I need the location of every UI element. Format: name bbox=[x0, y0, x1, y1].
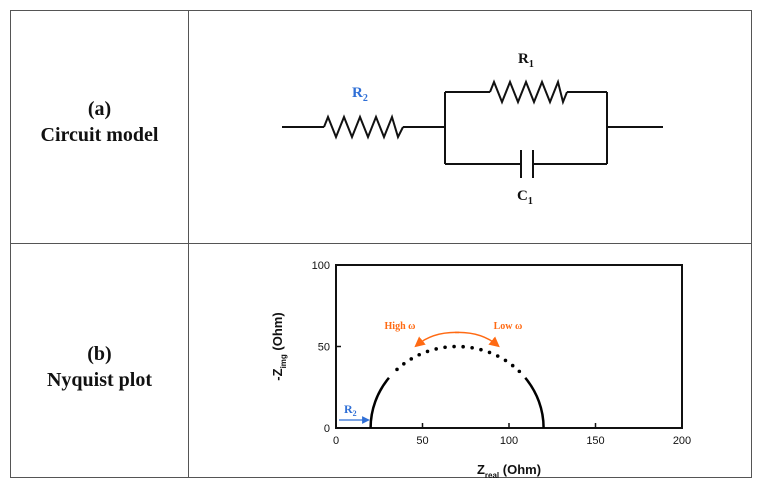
data-point bbox=[395, 367, 399, 372]
label-c1: C1 bbox=[517, 188, 533, 207]
circuit-diagram bbox=[282, 78, 663, 178]
x-tick-label: 0 bbox=[333, 435, 339, 447]
x-tick-label: 150 bbox=[586, 435, 604, 447]
semicircle-solid-right bbox=[524, 377, 545, 429]
semicircle-solid-left bbox=[369, 377, 390, 429]
arrow-low-frequency bbox=[455, 331, 500, 348]
x-tick-label: 50 bbox=[416, 435, 428, 447]
y-tick-label: 0 bbox=[324, 423, 330, 435]
y-tick-label: 100 bbox=[312, 260, 330, 272]
offset-label: R2 bbox=[344, 402, 357, 418]
data-point bbox=[417, 352, 421, 357]
resistor-r1 bbox=[489, 78, 568, 106]
table-frame bbox=[10, 10, 752, 478]
row-label-nyquist-plot: (b) Nyquist plot bbox=[11, 341, 188, 393]
x-tick-label: 200 bbox=[673, 435, 691, 447]
row-tag-a: (a) bbox=[87, 98, 112, 120]
data-point bbox=[510, 363, 515, 368]
y-axis-label: -Zimg (Ohm) bbox=[270, 312, 288, 380]
resistor-r2 bbox=[323, 113, 404, 140]
data-point bbox=[461, 344, 465, 349]
data-point bbox=[470, 345, 474, 350]
row-label-circuit-model: (a) Circuit model bbox=[11, 96, 188, 148]
nyquist-chart: 0 50 100 150 200 0 50 100 Zreal (Ohm) -Zimg (Ohm)… bbox=[270, 260, 691, 480]
data-point bbox=[517, 369, 522, 374]
label-r2: R2 bbox=[352, 85, 368, 104]
data-point bbox=[402, 361, 406, 366]
table-divider-vertical bbox=[188, 10, 189, 478]
label-r1: R1 bbox=[518, 51, 534, 70]
data-point bbox=[503, 358, 508, 363]
data-point bbox=[443, 345, 447, 350]
y-tick-label: 50 bbox=[318, 342, 330, 354]
data-point bbox=[409, 357, 414, 361]
arrow-high-frequency bbox=[414, 331, 460, 348]
row-tag-b: (b) bbox=[87, 343, 112, 365]
row-title-a: Circuit model bbox=[40, 124, 159, 146]
label-high-frequency: High ω bbox=[385, 321, 416, 332]
data-point bbox=[452, 344, 456, 349]
data-point bbox=[434, 347, 438, 351]
plot-frame bbox=[335, 264, 683, 429]
table-divider-horizontal bbox=[10, 243, 752, 244]
x-axis-label: Zreal (Ohm) bbox=[477, 462, 541, 480]
data-point bbox=[425, 349, 430, 354]
label-low-frequency: Low ω bbox=[494, 321, 523, 332]
x-tick-label: 100 bbox=[500, 435, 518, 447]
data-point bbox=[479, 347, 483, 352]
row-title-b: Nyquist plot bbox=[46, 369, 153, 391]
data-point bbox=[487, 350, 492, 355]
data-point bbox=[495, 354, 500, 358]
